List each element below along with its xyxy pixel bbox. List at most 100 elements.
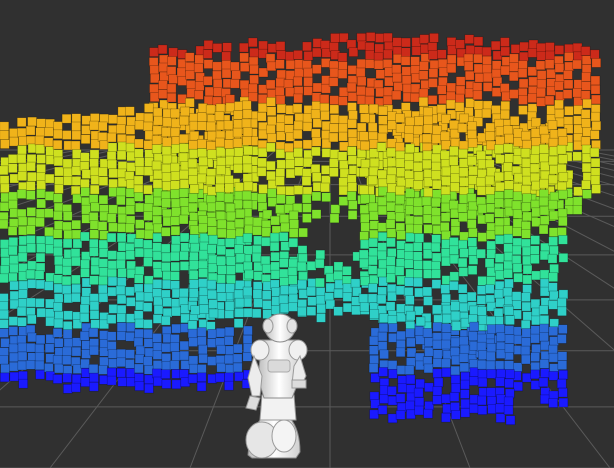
voxel [558, 369, 569, 380]
voxel [239, 52, 249, 63]
voxel [520, 148, 531, 158]
voxel [179, 369, 189, 379]
voxel [350, 278, 361, 289]
voxel [459, 389, 470, 399]
voxel [320, 182, 330, 193]
voxel [538, 305, 549, 315]
voxel [189, 212, 199, 222]
nao-robot-model[interactable] [245, 313, 308, 459]
voxel [529, 163, 540, 174]
voxel [197, 364, 207, 374]
voxel [414, 287, 424, 298]
voxel [133, 283, 144, 294]
voxel [306, 306, 317, 316]
voxel [54, 166, 64, 177]
voxel [17, 225, 28, 236]
voxel [320, 165, 331, 175]
voxel [252, 225, 262, 236]
voxel [62, 238, 73, 249]
voxel [215, 146, 226, 157]
voxel [367, 283, 378, 293]
voxel [169, 342, 180, 353]
voxel [241, 190, 252, 201]
voxel [356, 76, 367, 87]
voxel [97, 221, 108, 231]
voxel [376, 267, 387, 278]
voxel [405, 188, 415, 198]
voxel [179, 250, 189, 261]
voxel [393, 81, 404, 92]
voxel [266, 61, 277, 72]
voxel [166, 92, 177, 103]
voxel [419, 34, 430, 44]
voxel [231, 70, 241, 80]
voxel [442, 313, 452, 324]
voxel [581, 180, 591, 190]
voxel [404, 125, 415, 135]
voxel [25, 269, 36, 280]
voxel [125, 250, 136, 260]
voxel [441, 339, 451, 350]
voxel [467, 121, 477, 131]
voxel [196, 327, 207, 337]
voxel [116, 348, 127, 359]
voxel [404, 160, 415, 170]
voxel [446, 54, 457, 65]
voxel [9, 371, 20, 382]
voxel [500, 65, 511, 76]
voxel [266, 160, 276, 171]
voxel [134, 318, 145, 329]
voxel [270, 305, 281, 315]
voxel [208, 308, 219, 319]
voxel [428, 78, 438, 88]
voxel [540, 161, 550, 172]
voxel [530, 325, 541, 336]
voxel [16, 306, 27, 317]
voxel [496, 368, 506, 379]
voxel [159, 54, 169, 65]
voxel [504, 325, 515, 335]
voxel [521, 202, 532, 212]
voxel [321, 148, 332, 158]
voxel [572, 42, 583, 53]
voxel [90, 265, 100, 276]
voxel [0, 293, 9, 303]
voxel [36, 198, 47, 209]
voxel [71, 229, 82, 240]
voxel [283, 79, 294, 89]
voxel [275, 204, 285, 214]
voxel [441, 256, 451, 267]
voxel [545, 42, 555, 52]
voxel [292, 103, 303, 114]
voxel [368, 345, 379, 356]
voxel [18, 136, 28, 146]
voxel [557, 181, 567, 192]
voxel [491, 60, 502, 71]
voxel [205, 175, 216, 186]
voxel [143, 121, 153, 132]
voxel [27, 278, 37, 289]
voxel [385, 219, 396, 229]
voxel [170, 334, 180, 344]
voxel [207, 328, 217, 339]
voxel [0, 130, 10, 140]
voxel [521, 337, 531, 347]
voxel [194, 54, 204, 65]
voxel [485, 360, 496, 371]
voxel [266, 142, 276, 153]
voxel [224, 139, 234, 149]
voxel [486, 351, 496, 362]
voxel [296, 261, 307, 272]
voxel [207, 202, 217, 213]
voxel [548, 155, 559, 166]
voxel [494, 171, 505, 182]
voxel [554, 99, 564, 110]
voxel [223, 120, 234, 130]
voxel [562, 89, 573, 99]
voxel [89, 238, 99, 249]
voxel [116, 277, 127, 287]
voxel [457, 239, 468, 250]
voxel [473, 100, 484, 110]
